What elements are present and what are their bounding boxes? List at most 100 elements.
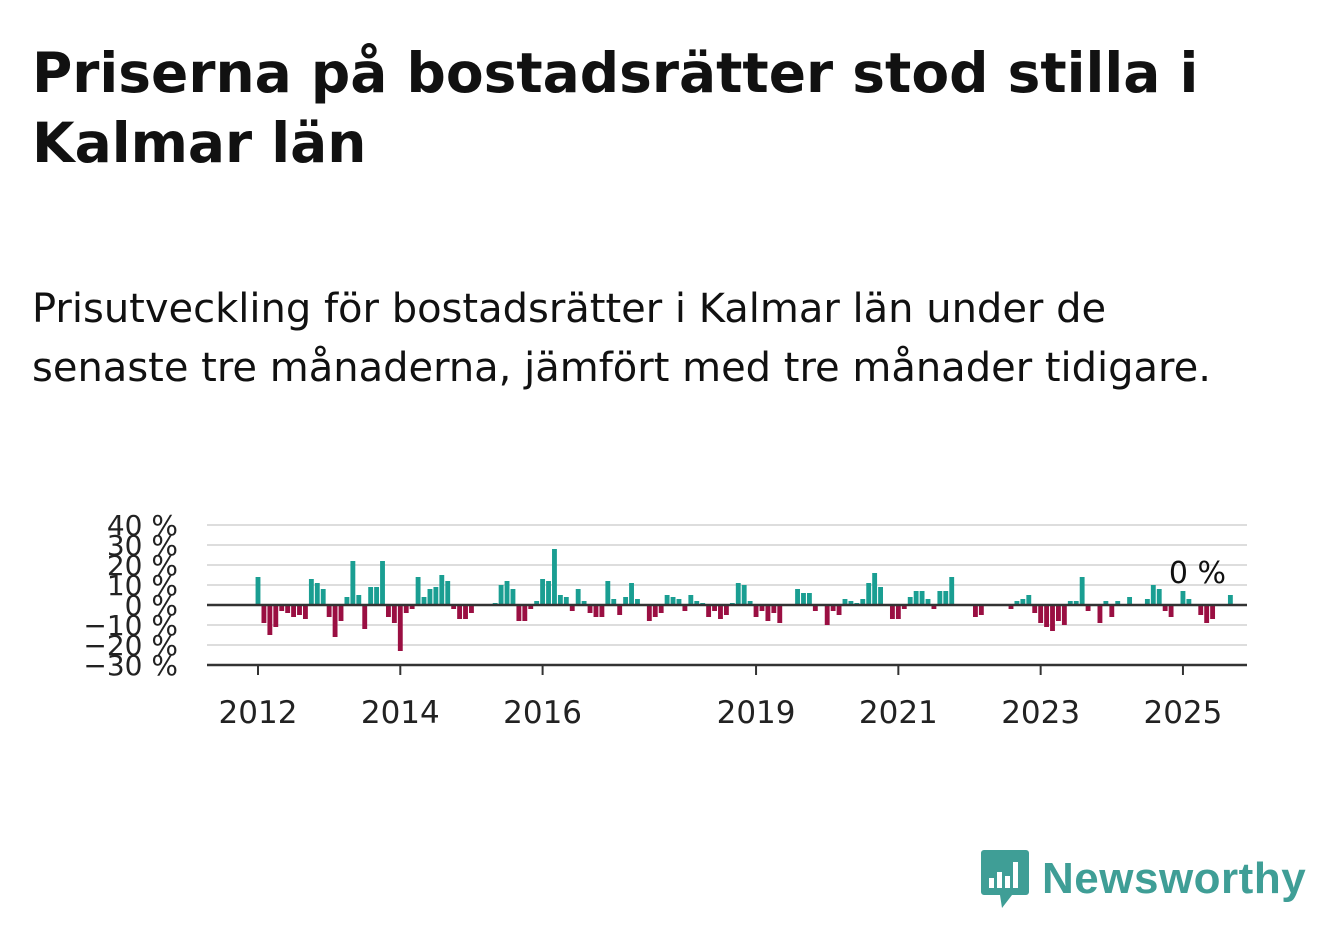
bar xyxy=(255,577,261,605)
bar xyxy=(694,601,700,605)
bar xyxy=(949,577,955,605)
bar xyxy=(421,597,427,605)
bar xyxy=(1056,605,1061,621)
bar xyxy=(498,585,504,605)
bar xyxy=(1067,601,1073,605)
bar xyxy=(285,605,291,613)
bar xyxy=(386,605,391,617)
y-tick-label: −20 % xyxy=(83,629,178,662)
bar xyxy=(552,549,557,605)
axes xyxy=(207,603,1247,667)
bar xyxy=(581,601,587,605)
bar xyxy=(1150,585,1156,605)
x-tick-label: 2023 xyxy=(1001,695,1080,731)
bar xyxy=(688,595,694,605)
bar xyxy=(605,581,611,605)
bar xyxy=(409,605,415,609)
bar xyxy=(795,589,800,605)
bar xyxy=(451,605,457,609)
bar xyxy=(718,605,723,619)
bar xyxy=(907,597,913,605)
bar xyxy=(842,599,848,605)
bar xyxy=(261,605,267,623)
bar xyxy=(925,599,931,605)
bar xyxy=(546,581,551,605)
bar xyxy=(1014,601,1020,605)
bar xyxy=(273,605,279,627)
bar xyxy=(635,599,640,605)
x-tick-label: 2012 xyxy=(219,695,298,731)
bar xyxy=(439,575,445,605)
bar xyxy=(747,601,753,605)
newsworthy-logo: Newsworthy xyxy=(980,848,1306,910)
bar-chart: −30 %−20 %−10 %0 %10 %20 %30 %40 % 2012 2… xyxy=(83,509,1247,731)
bar xyxy=(415,577,421,605)
last-value-label: 0 % xyxy=(1169,556,1226,591)
bar xyxy=(303,605,308,619)
bar xyxy=(1073,601,1079,605)
bar xyxy=(860,599,866,605)
bar xyxy=(1079,577,1085,605)
bar xyxy=(812,605,818,611)
bar-series xyxy=(255,549,1233,651)
bar xyxy=(534,601,540,605)
x-tick-label: 2025 xyxy=(1143,695,1222,731)
bar xyxy=(510,589,516,605)
bar xyxy=(362,605,368,629)
bar xyxy=(735,583,741,605)
bar xyxy=(1109,605,1115,617)
bar xyxy=(1210,605,1216,619)
bar xyxy=(937,591,943,605)
bar xyxy=(1168,605,1174,617)
bar xyxy=(279,605,285,611)
bar xyxy=(1008,605,1014,609)
bar xyxy=(1162,605,1168,611)
bar xyxy=(308,579,314,605)
bar xyxy=(403,605,409,613)
y-tick-label: 20 % xyxy=(107,549,178,582)
bar xyxy=(771,605,777,613)
bar xyxy=(1038,605,1044,623)
bar xyxy=(943,591,949,605)
y-tick-label: −10 % xyxy=(83,609,178,642)
bar xyxy=(528,605,534,609)
bar xyxy=(753,605,759,617)
bar xyxy=(391,605,397,623)
bar xyxy=(878,587,883,605)
bar xyxy=(1032,605,1038,613)
bar xyxy=(326,605,332,617)
bar xyxy=(848,601,854,605)
bar xyxy=(563,597,569,605)
bar xyxy=(1085,605,1091,611)
bar xyxy=(314,583,320,605)
bar xyxy=(1044,605,1050,627)
bar xyxy=(866,583,872,605)
bar xyxy=(1127,597,1133,605)
bar xyxy=(380,561,385,605)
bar-chart-icon xyxy=(981,850,1029,908)
bar xyxy=(836,605,842,615)
bar xyxy=(629,583,634,605)
bar xyxy=(712,605,717,611)
bar xyxy=(540,579,546,605)
bar xyxy=(676,599,682,605)
bar xyxy=(297,605,302,615)
bar xyxy=(895,605,901,619)
bar xyxy=(872,573,878,605)
y-tick-label: 30 % xyxy=(107,529,178,562)
x-axis-ticks: 2012 2014 2016 2019 2021 2023 2025 xyxy=(219,665,1222,731)
bar xyxy=(611,599,617,605)
bar xyxy=(599,605,605,617)
bar xyxy=(1026,595,1032,605)
bar xyxy=(575,589,581,605)
bar xyxy=(1180,591,1186,605)
bar xyxy=(777,605,783,623)
chart-subtitle: Prisutveckling för bostadsrätter i Kalma… xyxy=(32,286,1211,391)
bar xyxy=(522,605,528,621)
bar xyxy=(1115,601,1121,605)
bar xyxy=(741,585,747,605)
bar xyxy=(457,605,463,619)
bar xyxy=(706,605,712,617)
bar xyxy=(338,605,344,621)
chart-title: Priserna på bostadsrätter stod stilla i … xyxy=(32,41,1199,175)
